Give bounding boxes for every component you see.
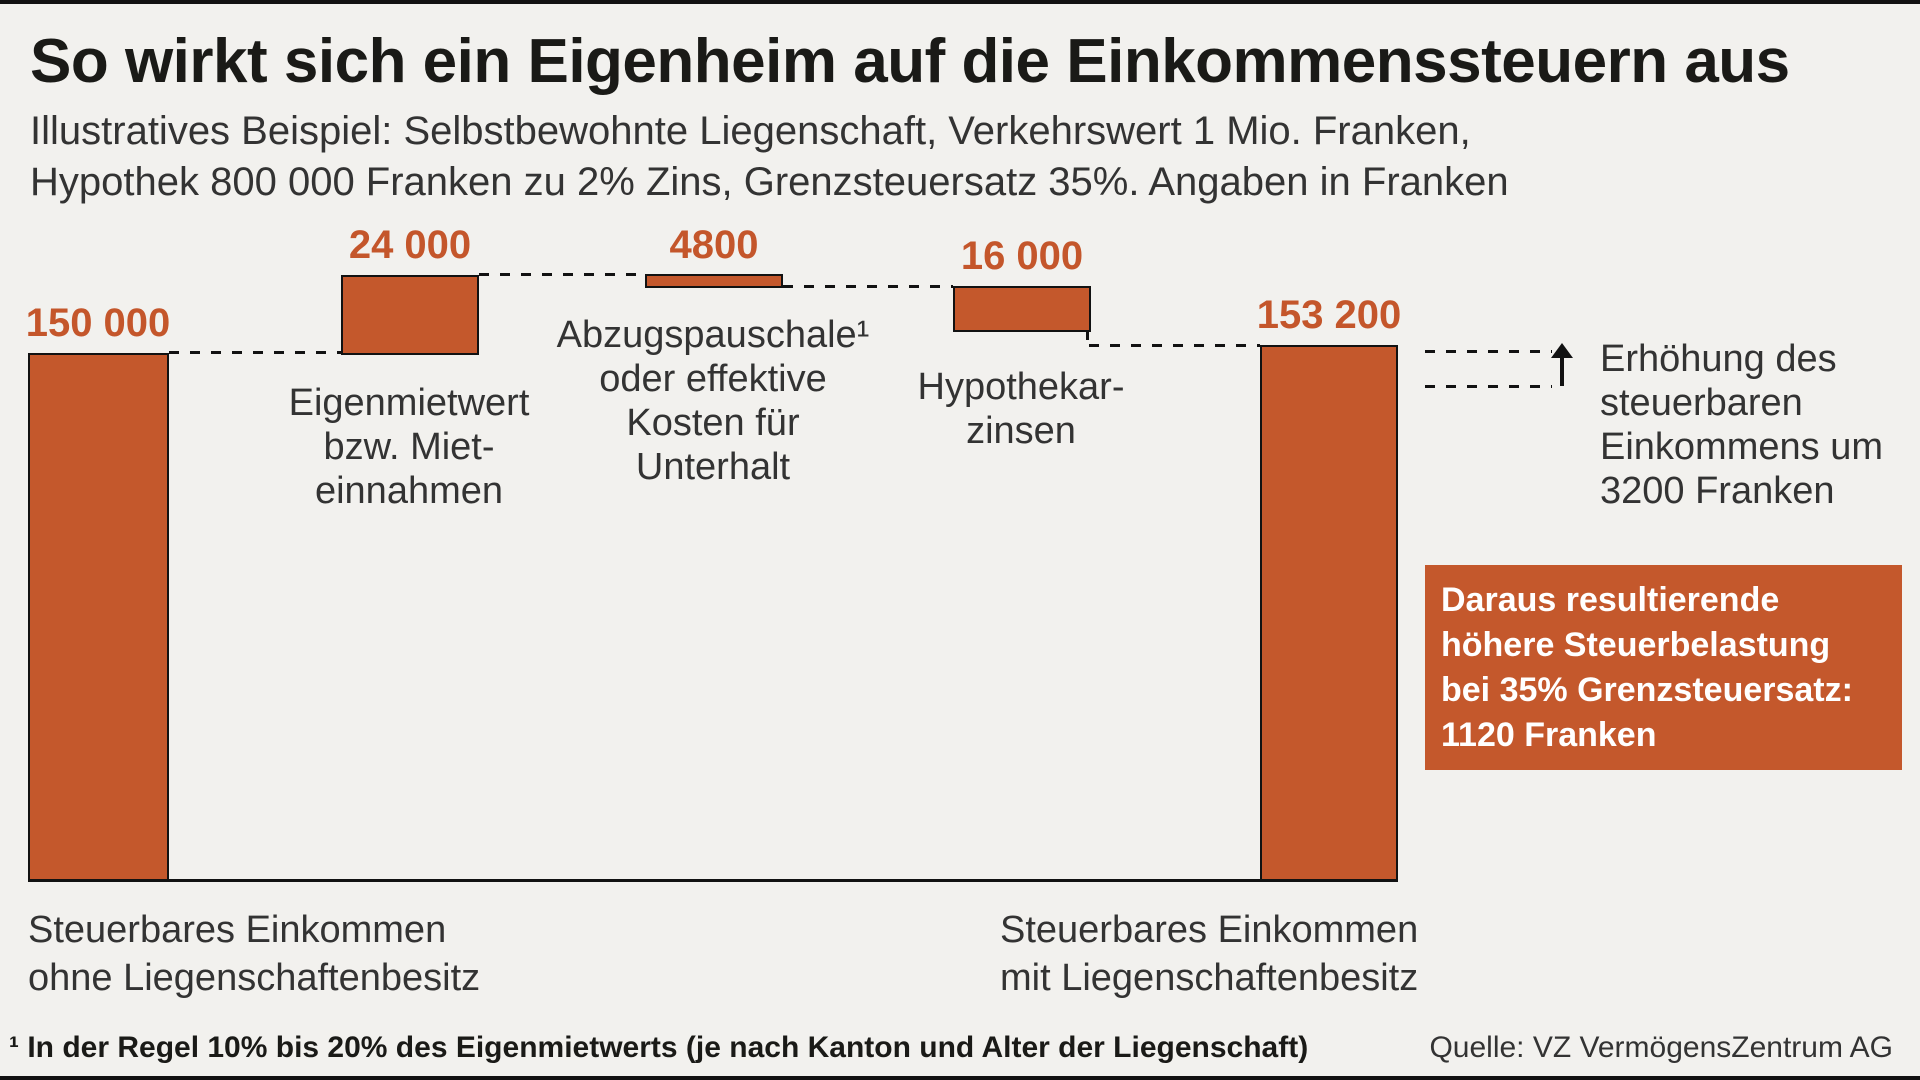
bar-maintenance-deduction	[645, 274, 783, 288]
bar-imputed-rent	[341, 275, 479, 355]
value-label-mortgage: 16 000	[960, 234, 1084, 278]
dash-annotation-upper	[1425, 350, 1552, 353]
dash-connector-1	[169, 351, 341, 354]
dash-connector-3	[783, 285, 953, 288]
axis-label-income-without: Steuerbares Einkommen ohne Liegenschafte…	[28, 909, 481, 999]
dash-connector-2	[479, 273, 645, 276]
page-subtitle: Illustratives Beispiel: Selbstbewohnte L…	[30, 109, 1509, 204]
increase-annotation: Erhöhung des steuerbaren Einkommens um 3…	[1600, 338, 1883, 512]
label-maintenance: Abzugspauschale¹ oder effektive Kosten f…	[556, 314, 870, 488]
dash-annotation-lower	[1425, 385, 1552, 388]
source-credit: Quelle: VZ VermögensZentrum AG	[1429, 1031, 1893, 1064]
bottom-border-rule	[0, 1076, 1920, 1080]
dash-connector-step	[1086, 332, 1089, 346]
page-title: So wirkt sich ein Eigenheim auf die Eink…	[30, 27, 1790, 96]
result-box-text: Daraus resultierende höhere Steuerbelast…	[1441, 581, 1853, 754]
dash-connector-4	[1089, 344, 1260, 347]
up-arrow-stem	[1560, 356, 1564, 386]
footnote: ¹ In der Regel 10% bis 20% des Eigenmiet…	[9, 1031, 1309, 1064]
up-arrow-icon	[1551, 343, 1573, 358]
value-label-imputed-rent: 24 000	[348, 223, 472, 267]
top-border-rule	[0, 0, 1920, 4]
bar-mortgage-interest	[953, 286, 1091, 332]
bar-income-with-property	[1260, 345, 1398, 882]
label-imputed-rent: Eigenmietwert bzw. Miet- einnahmen	[288, 382, 530, 512]
bar-income-without-property	[28, 353, 169, 882]
label-mortgage: Hypothekar- zinsen	[917, 366, 1125, 452]
value-label-income-without: 150 000	[25, 301, 171, 345]
value-label-maintenance: 4800	[669, 223, 759, 267]
chart-baseline	[28, 879, 1398, 882]
axis-label-income-with: Steuerbares Einkommen mit Liegenschaften…	[1000, 909, 1419, 999]
value-label-income-with: 153 200	[1256, 293, 1402, 337]
result-box: Daraus resultierende höhere Steuerbelast…	[1425, 565, 1902, 770]
